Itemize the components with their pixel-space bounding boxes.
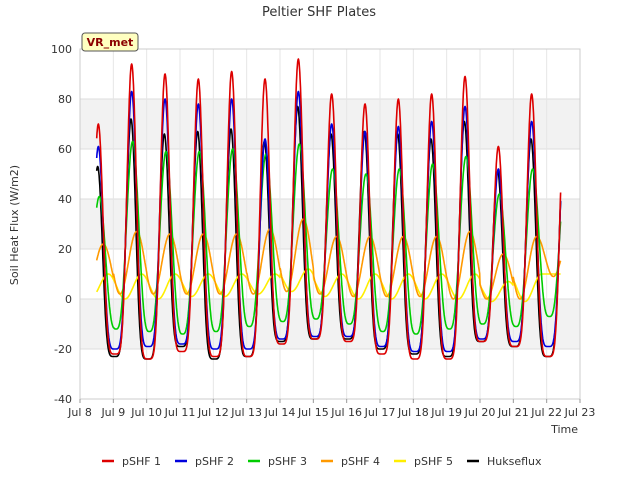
legend: pSHF 1 pSHF 2 pSHF 3 pSHF 4 pSHF 5 Hukseflux — [102, 455, 542, 468]
x-tick-label: Jul 13 — [230, 406, 262, 419]
site-badge: VR_met — [81, 32, 139, 52]
legend-item: pSHF 5 — [394, 455, 453, 468]
x-tick-label: Jul 22 — [530, 406, 562, 419]
series-layer — [95, 58, 562, 360]
x-tick-label: Jul 10 — [130, 406, 162, 419]
plot-band — [80, 299, 580, 349]
x-axis-ticks: Jul 8 Jul 9 Jul 10 Jul 11 Jul 12 Jul 13 Jul 14… — [67, 399, 595, 419]
x-tick-label: Jul 23 — [564, 406, 596, 419]
y-tick-label: -40 — [54, 393, 72, 406]
legend-label: pSHF 5 — [414, 455, 453, 468]
x-tick-label: Jul 21 — [497, 406, 529, 419]
chart-title: Peltier SHF Plates — [262, 5, 376, 20]
x-tick-label: Jul 9 — [100, 406, 125, 419]
y-tick-label: 40 — [58, 193, 72, 206]
y-axis-ticks: -40 -20 0 20 40 60 80 100 — [51, 43, 72, 406]
x-tick-label: Jul 17 — [364, 406, 396, 419]
series-line-pshf-4 — [95, 218, 562, 300]
legend-item: pSHF 2 — [175, 455, 234, 468]
y-axis-label: Soil Heat Flux (W/m2) — [8, 165, 21, 285]
legend-label: pSHF 2 — [195, 455, 234, 468]
legend-label: pSHF 3 — [268, 455, 307, 468]
x-tick-label: Jul 12 — [197, 406, 229, 419]
plot-area-border — [79, 48, 581, 400]
legend-label: Hukseflux — [487, 455, 542, 468]
legend-label: pSHF 4 — [341, 455, 380, 468]
x-axis-label: Time — [550, 423, 578, 436]
site-badge-label: VR_met — [87, 36, 134, 49]
y-tick-label: 0 — [65, 293, 72, 306]
x-tick-label: Jul 20 — [464, 406, 496, 419]
legend-item: pSHF 4 — [321, 455, 380, 468]
x-tick-label: Jul 16 — [330, 406, 362, 419]
series-line-pshf-3 — [95, 140, 562, 335]
x-tick-label: Jul 15 — [297, 406, 329, 419]
series-line-pshf-1 — [95, 58, 562, 360]
y-tick-label: -20 — [54, 343, 72, 356]
y-tick-label: 100 — [51, 43, 72, 56]
y-tick-label: 20 — [58, 243, 72, 256]
x-tick-label: Jul 11 — [164, 406, 196, 419]
legend-item: pSHF 1 — [102, 455, 161, 468]
legend-label: pSHF 1 — [122, 455, 161, 468]
x-tick-label: Jul 18 — [397, 406, 429, 419]
x-tick-label: Jul 8 — [67, 406, 92, 419]
y-tick-label: 60 — [58, 143, 72, 156]
legend-item: pSHF 3 — [248, 455, 307, 468]
y-tick-label: 80 — [58, 93, 72, 106]
x-tick-label: Jul 14 — [264, 406, 296, 419]
site-badge-box — [81, 32, 139, 52]
x-tick-label: Jul 19 — [430, 406, 462, 419]
legend-item: Hukseflux — [467, 455, 542, 468]
